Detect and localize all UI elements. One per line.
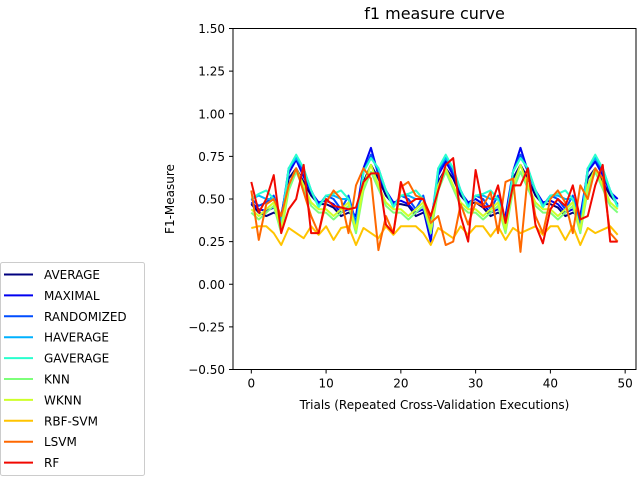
series-line-lsvm bbox=[250, 167, 619, 253]
y-tick-label: 0.25 bbox=[198, 235, 225, 249]
legend-label-rbf-svm: RBF-SVM bbox=[44, 414, 98, 428]
legend-frame bbox=[0, 262, 145, 476]
y-tick-label: −0.50 bbox=[188, 363, 225, 377]
legend-label-randomized: RANDOMIZED bbox=[44, 310, 127, 324]
y-axis-ticks: −0.50 −0.25 0.00 0.25 0.50 0.75 1.00 1.25 1.50 bbox=[188, 22, 233, 377]
x-tick-label: 10 bbox=[318, 377, 333, 391]
x-axis-label: Trials (Repeated Cross-Validation Execut… bbox=[299, 398, 570, 412]
legend-label-gaverage: GAVERAGE bbox=[44, 352, 109, 366]
y-tick-label: 1.25 bbox=[198, 65, 225, 79]
x-axis-ticks: 0 10 20 30 40 50 bbox=[247, 369, 633, 391]
x-tick-label: 20 bbox=[393, 377, 408, 391]
series-line-wknn bbox=[250, 163, 619, 231]
legend-label-haverage: HAVERAGE bbox=[44, 331, 109, 345]
y-tick-label: 0.00 bbox=[198, 278, 225, 292]
legend-label-rf: RF bbox=[44, 456, 59, 470]
series-layer bbox=[250, 146, 619, 253]
series-line-rbf-svm bbox=[251, 225, 619, 247]
legend-label-lsvm: LSVM bbox=[44, 435, 77, 449]
y-axis-label: F1-Measure bbox=[163, 164, 177, 234]
x-tick-label: 0 bbox=[247, 377, 255, 391]
x-tick-label: 50 bbox=[618, 377, 633, 391]
legend-label-average: AVERAGE bbox=[44, 268, 100, 282]
legend-label-maximal: MAXIMAL bbox=[44, 289, 100, 303]
legend-label-knn: KNN bbox=[44, 373, 70, 387]
series-line-rf bbox=[250, 157, 618, 245]
y-tick-label: 1.00 bbox=[198, 107, 225, 121]
legend: AVERAGE MAXIMAL RANDOMIZED HAVERAGE GAVERAGE… bbox=[0, 262, 145, 476]
y-tick-label: −0.25 bbox=[188, 320, 225, 334]
y-tick-label: 0.50 bbox=[198, 193, 225, 207]
y-tick-label: 1.50 bbox=[198, 22, 225, 36]
x-tick-label: 30 bbox=[468, 377, 483, 391]
x-tick-label: 40 bbox=[543, 377, 558, 391]
y-tick-label: 0.75 bbox=[198, 150, 225, 164]
legend-label-wknn: WKNN bbox=[44, 393, 82, 407]
chart-title: f1 measure curve bbox=[364, 4, 505, 23]
